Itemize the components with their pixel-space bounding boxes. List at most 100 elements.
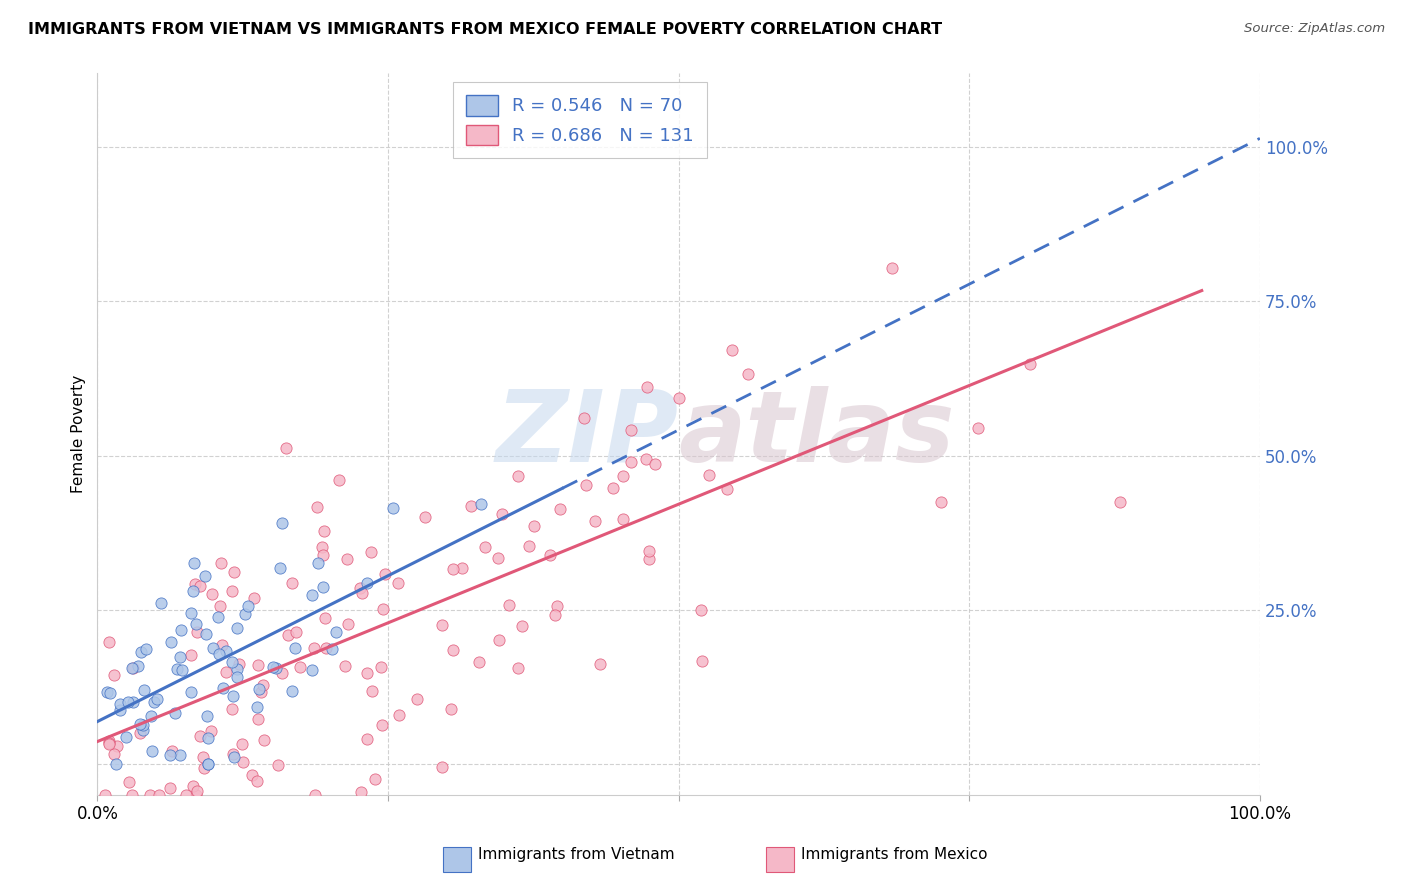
Point [668, 392, 690, 406]
Point [572, 410, 595, 425]
Point [209, 599, 232, 613]
Point [432, 618, 454, 632]
Point [97, 736, 120, 750]
Point [211, 638, 233, 652]
Point [132, 717, 155, 731]
Point [312, 580, 335, 594]
Point [221, 583, 243, 598]
Y-axis label: Female Poverty: Female Poverty [72, 375, 86, 493]
Point [148, 788, 170, 802]
Point [638, 544, 661, 558]
Point [387, 575, 409, 590]
Point [349, 581, 371, 595]
Point [183, 556, 205, 570]
Point [184, 617, 207, 632]
Point [191, 749, 214, 764]
Point [470, 497, 492, 511]
Point [180, 685, 202, 699]
Point [246, 712, 269, 726]
Point [246, 700, 269, 714]
Point [441, 643, 464, 657]
Point [183, 779, 205, 793]
Point [139, 708, 162, 723]
Point [202, 641, 225, 656]
Point [117, 695, 139, 709]
Point [208, 647, 231, 661]
Point [145, 691, 167, 706]
Point [336, 551, 359, 566]
Point [271, 516, 294, 530]
Point [96, 685, 118, 699]
Point [314, 610, 336, 624]
Point [160, 635, 183, 649]
Point [211, 681, 233, 696]
Point [222, 689, 245, 703]
Point [325, 624, 347, 639]
Point [129, 725, 152, 739]
Point [94, 788, 117, 802]
Point [637, 552, 659, 566]
Point [356, 666, 378, 681]
Point [115, 730, 138, 744]
Point [197, 757, 219, 772]
Point [546, 599, 568, 613]
Point [170, 623, 193, 637]
Point [235, 607, 257, 622]
Point [129, 717, 152, 731]
Point [197, 731, 219, 745]
Point [267, 758, 290, 772]
Point [468, 655, 491, 669]
Point [692, 654, 714, 668]
Point [162, 744, 184, 758]
Point [121, 788, 143, 802]
Point [589, 657, 612, 671]
Point [226, 621, 249, 635]
Point [274, 441, 297, 455]
Point [281, 575, 304, 590]
Point [311, 540, 333, 554]
Point [226, 670, 249, 684]
Point [301, 664, 323, 678]
Point [336, 616, 359, 631]
Point [135, 641, 157, 656]
Point [441, 561, 464, 575]
Point [508, 661, 530, 675]
Point [200, 724, 222, 739]
Point [508, 468, 530, 483]
Point [634, 451, 657, 466]
Point [190, 729, 212, 743]
Point [180, 648, 202, 662]
Point [364, 772, 387, 786]
Point [415, 510, 437, 524]
Point [103, 747, 125, 761]
Point [108, 697, 131, 711]
Point [430, 760, 453, 774]
Point [460, 499, 482, 513]
Point [333, 659, 356, 673]
Point [281, 683, 304, 698]
Point [301, 588, 323, 602]
Point [315, 640, 337, 655]
Point [929, 494, 952, 508]
Point [262, 660, 284, 674]
Point [174, 788, 197, 802]
Point [491, 507, 513, 521]
Point [232, 755, 254, 769]
Point [1019, 357, 1042, 371]
Point [510, 619, 533, 633]
Point [247, 681, 270, 696]
Point [619, 454, 641, 468]
Point [304, 641, 326, 656]
Point [312, 548, 335, 562]
Point [644, 457, 666, 471]
Point [170, 663, 193, 677]
Point [381, 500, 404, 515]
Point [222, 749, 245, 764]
Point [193, 761, 215, 775]
Point [194, 627, 217, 641]
Point [240, 767, 263, 781]
Point [184, 577, 207, 591]
Point [105, 739, 128, 753]
Point [374, 566, 396, 581]
Point [231, 738, 253, 752]
